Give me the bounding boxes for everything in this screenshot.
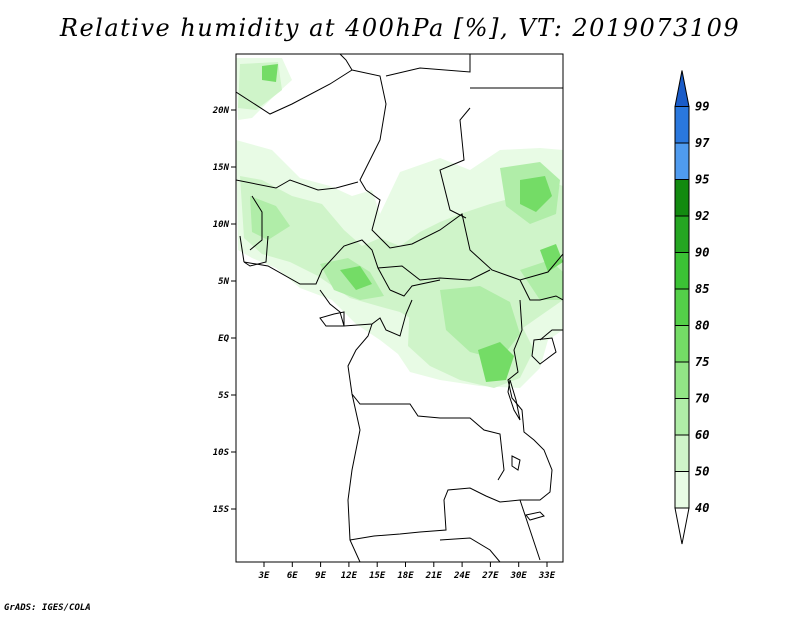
longitude-tick-label: 3E — [258, 571, 270, 581]
humidity-area-strong — [262, 64, 278, 82]
latitude-tick-label: 5S — [218, 391, 229, 401]
colorbar-label: 85 — [695, 282, 709, 296]
colorbar-lower-triangle — [674, 507, 690, 545]
latitude-axis: 20N 15N 10N 5N EQ 5S 10S 15S — [212, 106, 236, 515]
humidity-area-strong — [340, 266, 372, 290]
colorbar-label: 40 — [695, 501, 709, 515]
country-borders — [236, 54, 563, 562]
colorbar-segment — [674, 471, 690, 509]
longitude-tick-label: 24E — [453, 571, 471, 581]
colorbar-label: 60 — [695, 428, 709, 442]
longitude-axis: 3E 6E 9E 12E 15E 18E 21E 24E 27E 30E 33E — [258, 562, 556, 581]
humidity-area-strong — [520, 176, 552, 212]
longitude-tick-label: 27E — [481, 571, 499, 581]
longitude-tick-label: 6E — [287, 571, 298, 581]
colorbar-segment — [674, 288, 690, 326]
humidity-area-strong — [540, 244, 563, 272]
map-frame — [235, 53, 564, 563]
map-title: Relative humidity at 400hPa [%], VT: 201… — [59, 14, 741, 42]
longitude-tick-label: 21E — [425, 571, 443, 581]
colorbar-label: 97 — [695, 136, 710, 150]
colorbar-label: 99 — [695, 100, 709, 114]
colorbar-segment — [674, 252, 690, 290]
colorbar-segment — [674, 215, 690, 253]
longitude-tick-label: 15E — [369, 571, 386, 581]
colorbar-label: 50 — [695, 465, 709, 479]
colorbar-segment — [674, 142, 690, 180]
longitude-tick-label: 18E — [397, 571, 414, 581]
colorbar-label: 80 — [695, 319, 709, 333]
colorbar-segment — [674, 179, 690, 217]
latitude-tick-label: 5N — [218, 277, 229, 287]
lakes — [507, 337, 557, 521]
colorbar-segment — [674, 106, 690, 144]
colorbar-segment — [674, 325, 690, 363]
humidity-shading — [236, 58, 563, 388]
humidity-area-strong — [250, 196, 290, 240]
humidity-area-strong — [440, 286, 520, 360]
colorbar-label: 90 — [695, 246, 709, 260]
humidity-area-strong — [478, 342, 514, 382]
longitude-tick-label: 12E — [341, 571, 358, 581]
latitude-tick-label: 10N — [213, 220, 230, 230]
colorbar-label: 70 — [695, 392, 709, 406]
longitude-tick-label: 9E — [315, 571, 326, 581]
colorbar-segment — [674, 398, 690, 436]
colorbar-segment — [674, 434, 690, 472]
humidity-area-strong — [520, 260, 563, 300]
colorbar-label: 92 — [695, 209, 709, 223]
latitude-tick-label: 10S — [213, 448, 230, 458]
grads-credit: GrADS: IGES/COLA — [4, 603, 91, 613]
colorbar-label: 75 — [695, 355, 709, 369]
colorbar-label: 95 — [695, 173, 709, 187]
latitude-tick-label: 15S — [213, 505, 230, 515]
latitude-tick-label: EQ — [218, 334, 229, 344]
latitude-tick-label: 20N — [212, 106, 230, 116]
colorbar-segment — [674, 361, 690, 399]
colorbar: 40 50 60 70 75 80 85 90 92 95 97 99 — [674, 70, 710, 545]
colorbar-upper-triangle — [674, 70, 690, 107]
latitude-tick-label: 15N — [213, 163, 230, 173]
longitude-tick-label: 33E — [538, 571, 556, 581]
longitude-tick-label: 30E — [510, 571, 528, 581]
